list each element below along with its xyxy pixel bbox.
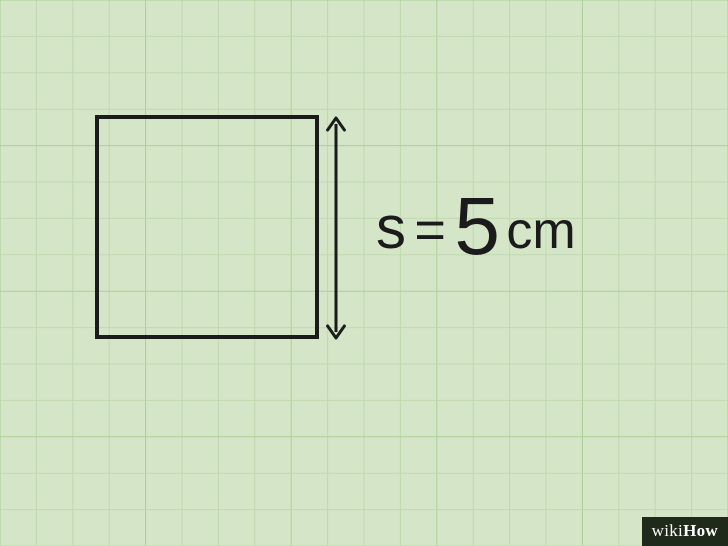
diagram-canvas: s = 5 cm wikiHow (0, 0, 728, 546)
watermark-how: How (683, 521, 718, 540)
formula-unit: cm (502, 201, 575, 261)
dimension-line (322, 106, 350, 350)
formula-value: 5 (454, 194, 500, 260)
square-shape (95, 115, 319, 339)
side-length-formula: s = 5 cm (376, 188, 576, 262)
formula-variable: s (376, 193, 406, 262)
watermark-wiki: wiki (652, 521, 683, 540)
wikihow-watermark: wikiHow (642, 517, 728, 546)
formula-equals: = (408, 199, 452, 261)
